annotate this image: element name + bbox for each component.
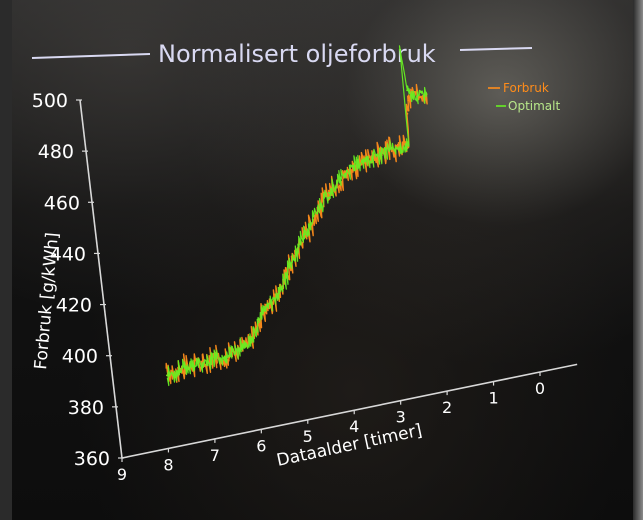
chart-title: Normalisert oljeforbruk — [158, 40, 436, 68]
tick-labels: 360 380 400 420 440 460 480 500 9 8 7 6 5 4 3 2 1 0 — [32, 90, 545, 484]
x-tick-label: 3 — [396, 408, 406, 427]
x-tick-label: 5 — [303, 427, 313, 446]
data-point-optimalt — [281, 285, 284, 288]
data-point-optimalt — [399, 49, 401, 51]
x-tick-label: 0 — [535, 379, 545, 398]
y-tick-label: 360 — [74, 448, 110, 470]
data-point-optimalt — [311, 218, 314, 221]
x-tick-label: 7 — [210, 446, 220, 465]
data-point-optimalt — [265, 307, 267, 309]
data-point-optimalt — [241, 346, 244, 348]
data-point-optimalt — [420, 91, 423, 94]
data-point-optimalt — [273, 297, 276, 300]
x-axis-line — [121, 363, 578, 459]
data-point-optimalt — [336, 182, 338, 185]
title-line-left — [31, 53, 151, 59]
x-tick-label: 6 — [256, 436, 266, 455]
plot-area — [165, 45, 428, 387]
legend: Forbruk Optimalt — [488, 81, 560, 113]
screen-bezel-right — [633, 0, 643, 520]
y-tick-label: 460 — [44, 192, 80, 214]
data-point-optimalt — [416, 95, 419, 97]
data-point-optimalt — [389, 147, 391, 150]
data-point-optimalt — [380, 152, 383, 155]
x-tick-label: 4 — [349, 417, 359, 436]
data-point-optimalt — [288, 265, 291, 268]
data-point-optimalt — [257, 321, 260, 324]
data-point-optimalt — [411, 93, 414, 96]
y-tick-label: 420 — [56, 295, 92, 317]
data-point-optimalt — [177, 369, 180, 372]
title-line-right — [459, 47, 533, 51]
y-tick-label: 500 — [32, 90, 68, 112]
data-point-optimalt — [327, 192, 330, 194]
y-tick-label: 480 — [38, 141, 74, 163]
data-point-forbruk — [407, 99, 410, 102]
x-tick-label: 1 — [488, 389, 498, 408]
chart-axes — [79, 99, 578, 459]
x-tick-label: 2 — [442, 398, 452, 417]
data-point-optimalt — [191, 364, 193, 366]
legend-label-forbruk: Forbruk — [503, 81, 549, 95]
y-axis-line — [79, 99, 123, 459]
data-point-optimalt — [304, 233, 306, 236]
data-point-optimalt — [362, 161, 365, 164]
y-tick-label: 400 — [62, 346, 98, 368]
legend-label-optimalt: Optimalt — [508, 99, 560, 113]
series-line-optimalt — [166, 45, 427, 387]
data-point-optimalt — [407, 141, 410, 144]
data-point-optimalt — [406, 89, 408, 92]
data-point-optimalt — [296, 248, 299, 251]
data-point-optimalt — [214, 356, 216, 359]
data-point-optimalt — [205, 363, 208, 366]
x-tick-label: 8 — [163, 455, 173, 474]
data-point-optimalt — [405, 144, 408, 147]
data-point-optimalt — [223, 357, 226, 360]
y-tick-label: 440 — [50, 243, 86, 265]
series-line-forbruk — [165, 83, 428, 385]
data-point-optimalt — [353, 165, 356, 168]
data-point-optimalt — [166, 374, 168, 377]
data-point-optimalt — [319, 204, 322, 206]
data-point-forbruk — [406, 112, 409, 115]
data-point-optimalt — [371, 156, 374, 159]
data-point-optimalt — [232, 350, 235, 353]
y-tick-label: 380 — [68, 397, 104, 419]
data-point-optimalt — [425, 93, 428, 96]
x-tick-label: 9 — [117, 465, 127, 484]
data-point-optimalt — [344, 172, 347, 175]
data-point-optimalt — [398, 148, 401, 151]
screen-bezel-left — [0, 0, 12, 520]
data-point-optimalt — [250, 341, 253, 344]
